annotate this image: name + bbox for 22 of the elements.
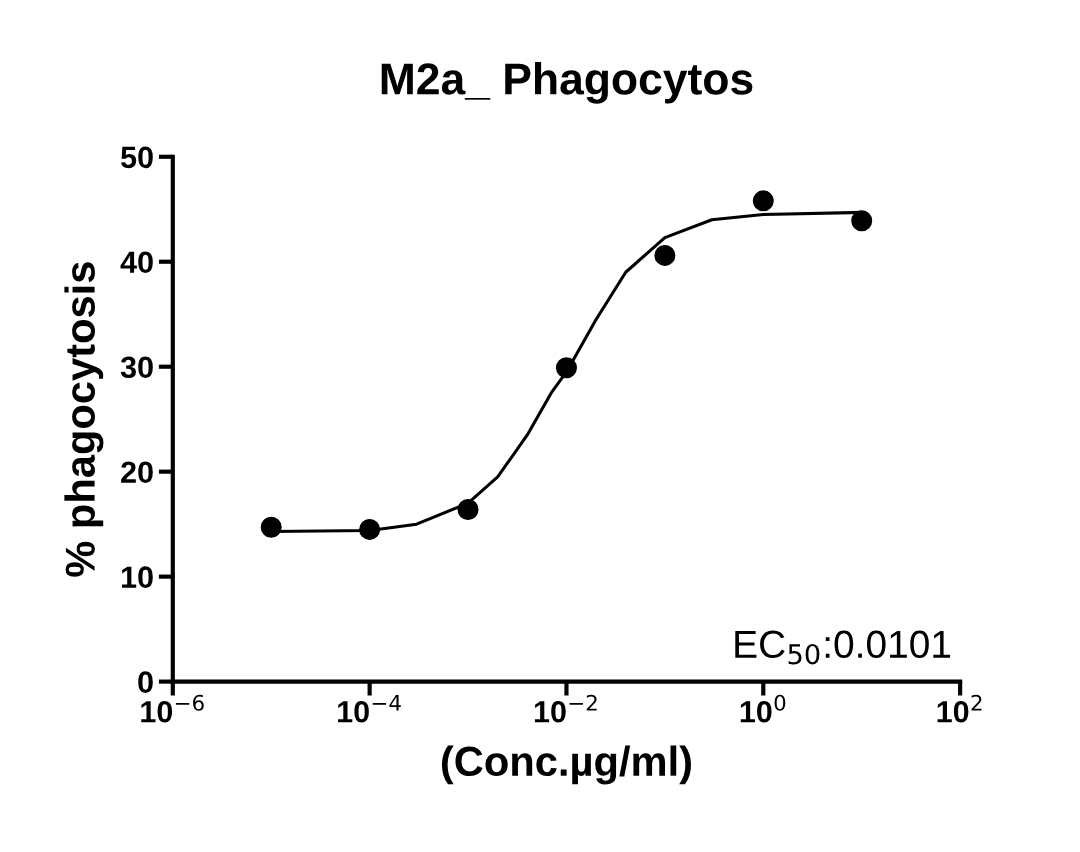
- y-tick-label: 40: [120, 251, 153, 274]
- x-tick-label: 10$^{0}$: [740, 694, 786, 723]
- point: [555, 357, 577, 379]
- point: [457, 498, 479, 520]
- annotation: EC$_{50}$:0.0101: [735, 630, 951, 665]
- x-tick-label: 10$^{−6}$: [141, 694, 204, 723]
- y-tick-label: 20: [121, 461, 153, 484]
- y-tick-label: 30: [120, 356, 153, 379]
- point: [752, 190, 774, 212]
- y-axis-title: % phagocytosis: [64, 262, 104, 577]
- point: [359, 518, 381, 540]
- y-tick-label: 10: [121, 566, 153, 589]
- x-axis-title: (Conc.µg/ml): [441, 745, 691, 785]
- point: [851, 210, 873, 232]
- point: [654, 244, 676, 266]
- y-tick-label: 50: [121, 146, 153, 169]
- x-tick-label: 10$^{2}$: [937, 694, 982, 723]
- chart-title: M2a_ Phagocytos: [381, 62, 753, 104]
- x-tick-label: 10$^{−4}$: [338, 694, 401, 723]
- point: [260, 516, 282, 538]
- x-tick-label: 10$^{−2}$: [534, 694, 597, 723]
- y-tick-label: 0: [138, 671, 153, 693]
